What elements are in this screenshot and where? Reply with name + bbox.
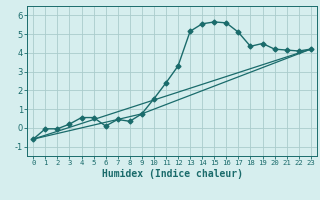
X-axis label: Humidex (Indice chaleur): Humidex (Indice chaleur): [101, 169, 243, 179]
